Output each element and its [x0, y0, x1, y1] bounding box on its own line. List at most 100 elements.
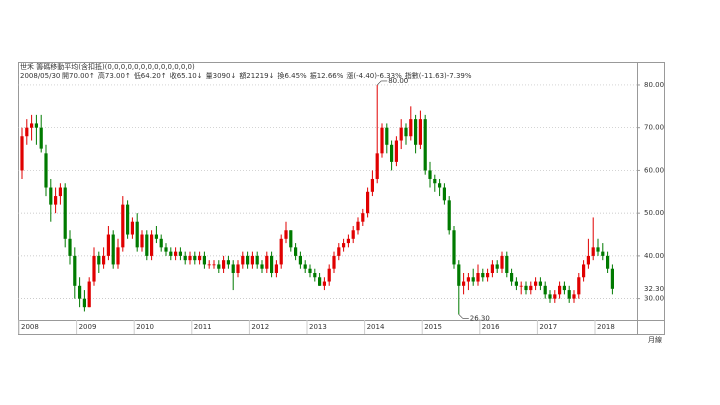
header-info: 低64.20↑: [134, 71, 167, 80]
candle-body: [606, 255, 610, 269]
candle-body: [250, 255, 254, 265]
candle-body: [366, 191, 370, 214]
candle-body: [30, 123, 34, 128]
candle-body: [279, 238, 283, 265]
header-info: 收65.10↓: [170, 71, 203, 80]
candle-body: [226, 260, 230, 265]
candle-body: [414, 119, 418, 145]
y-tick-label: 60.00: [644, 166, 664, 174]
candle-body: [418, 119, 422, 145]
header-date: 2008/05/30: [20, 72, 60, 80]
header-info: 指數(-11.63)-7.39%: [405, 71, 472, 80]
candle-body: [121, 204, 125, 248]
candle-body: [150, 234, 154, 256]
x-tick-label: 2017: [539, 323, 557, 331]
candle-body: [447, 200, 451, 231]
candle-body: [82, 298, 86, 308]
candle-body: [202, 255, 206, 265]
candle-body: [270, 255, 274, 273]
candle-body: [294, 247, 298, 256]
candle-body: [390, 144, 394, 162]
candle-body: [462, 281, 466, 286]
x-tick-label: 2014: [367, 323, 385, 331]
candle-body: [44, 153, 48, 188]
candle-body: [274, 264, 278, 273]
chart-frame: [18, 62, 665, 335]
candle-body: [58, 187, 62, 197]
header-info: 換6.45%: [277, 71, 307, 80]
candle-body: [471, 277, 475, 282]
candle-body: [68, 238, 72, 256]
candle-body: [322, 281, 326, 286]
candle-body: [34, 123, 38, 128]
candle-body: [236, 264, 240, 273]
candle-body: [438, 183, 442, 188]
header-info: 漲(-4.40)-6.33%: [346, 71, 402, 80]
low-leader: [458, 314, 464, 319]
candle-body: [514, 281, 518, 286]
candle-body: [524, 285, 528, 291]
candle-body: [255, 255, 259, 265]
period-label: 月線: [648, 335, 662, 344]
candle-body: [495, 264, 499, 269]
candle-body: [130, 221, 134, 235]
candle-body: [466, 277, 470, 282]
candle-body: [260, 264, 264, 269]
y-tick-label: 70.00: [644, 124, 664, 132]
low-label: 26.30: [470, 314, 490, 322]
candle-body: [351, 230, 355, 239]
candle-body: [548, 294, 552, 299]
candle-body: [596, 247, 600, 252]
high-leader: [376, 80, 382, 86]
candle-body: [601, 251, 605, 256]
candle-body: [313, 272, 317, 278]
candle-body: [97, 255, 101, 265]
candle-body: [49, 187, 53, 205]
candle-body: [409, 119, 413, 137]
candle-body: [289, 230, 293, 248]
x-tick-label: 2011: [194, 323, 212, 331]
candle-body: [106, 234, 110, 256]
candle-body: [519, 285, 523, 287]
candle-body: [188, 255, 192, 261]
x-tick-label: 2018: [597, 323, 615, 331]
candle-body: [337, 247, 341, 256]
candle-body: [265, 255, 269, 269]
candle-body: [241, 255, 245, 265]
y-tick-label: 30.00: [644, 295, 664, 303]
candle-body: [308, 268, 312, 273]
candle-body: [428, 170, 432, 179]
candle-body: [490, 264, 494, 273]
candle-body: [457, 264, 461, 286]
candle-body: [500, 255, 504, 269]
candle-body: [582, 264, 586, 278]
header-info: 振12.66%: [310, 71, 344, 80]
candle-body: [577, 277, 581, 295]
candle-body: [610, 268, 614, 289]
candle-body: [567, 290, 571, 299]
candle-body: [342, 243, 346, 248]
candle-body: [529, 285, 533, 291]
candle-body: [159, 238, 163, 248]
candle-body: [164, 247, 168, 252]
candle-body: [246, 255, 250, 265]
candle-body: [476, 272, 480, 282]
candle-body: [20, 136, 24, 171]
candle-body: [217, 264, 221, 269]
candle-body: [111, 234, 115, 265]
candle-body: [442, 187, 446, 201]
candle-body: [346, 238, 350, 244]
candle-body: [284, 230, 288, 239]
candle-body: [25, 127, 29, 137]
candle-body: [553, 294, 557, 299]
candle-body: [78, 285, 82, 299]
candle-body: [54, 196, 58, 205]
candle-body: [370, 178, 374, 192]
last-price-label: 32.30: [644, 285, 664, 293]
candle-body: [231, 264, 235, 273]
candle-body: [356, 221, 360, 231]
candle-body: [178, 251, 182, 256]
candle-body: [423, 119, 427, 171]
x-tick-label: 2008: [21, 323, 39, 331]
chart-title: 世禾 籌碼移動平均(含扣抵)(0,0,0,0,0,0,0,0,0,0,0,0,0…: [20, 62, 195, 71]
